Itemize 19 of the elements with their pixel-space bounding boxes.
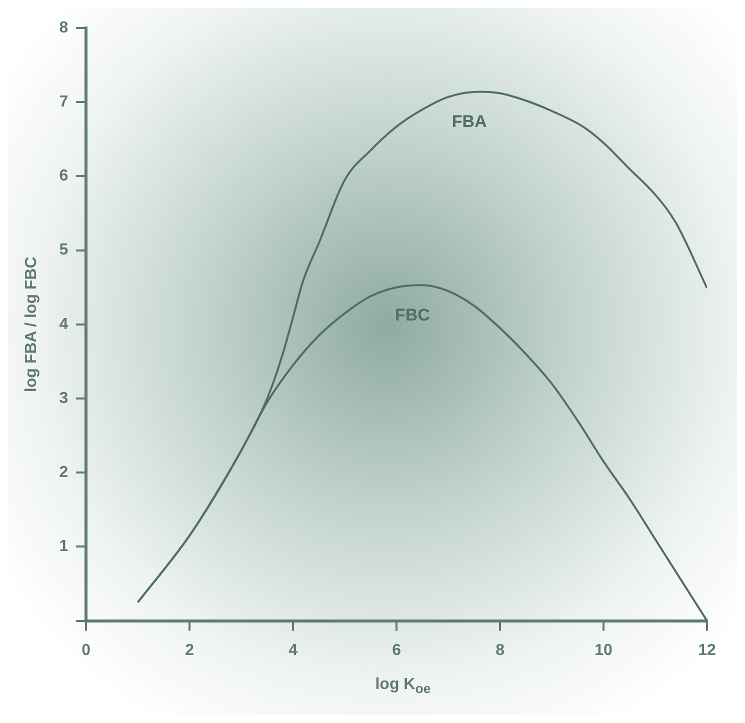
y-tick-label: 3 [59,390,68,407]
x-tick-label: 12 [698,642,716,659]
y-tick-label: 2 [59,464,68,482]
x-tick-label: 8 [496,642,505,659]
y-tick-label: 5 [59,242,68,259]
y-tick-label: 6 [59,168,68,185]
x-tick-label: 4 [288,642,298,659]
y-tick-label: 4 [59,316,68,333]
series-label: FBC [394,305,430,324]
y-axis-title: log FBA / log FBC [23,256,40,392]
x-axis-title: log K$_{oe}$ [374,676,432,696]
x-tick-label: 10 [594,642,613,659]
x-tick-label: 2 [185,642,194,659]
y-tick-label: 1 [59,538,68,556]
x-tick-label: 0 [82,642,91,659]
y-tick-label: 7 [59,94,68,111]
series-label: FBA [452,112,487,131]
y-tick-label: 8 [59,19,68,36]
x-tick-label: 6 [392,642,402,659]
